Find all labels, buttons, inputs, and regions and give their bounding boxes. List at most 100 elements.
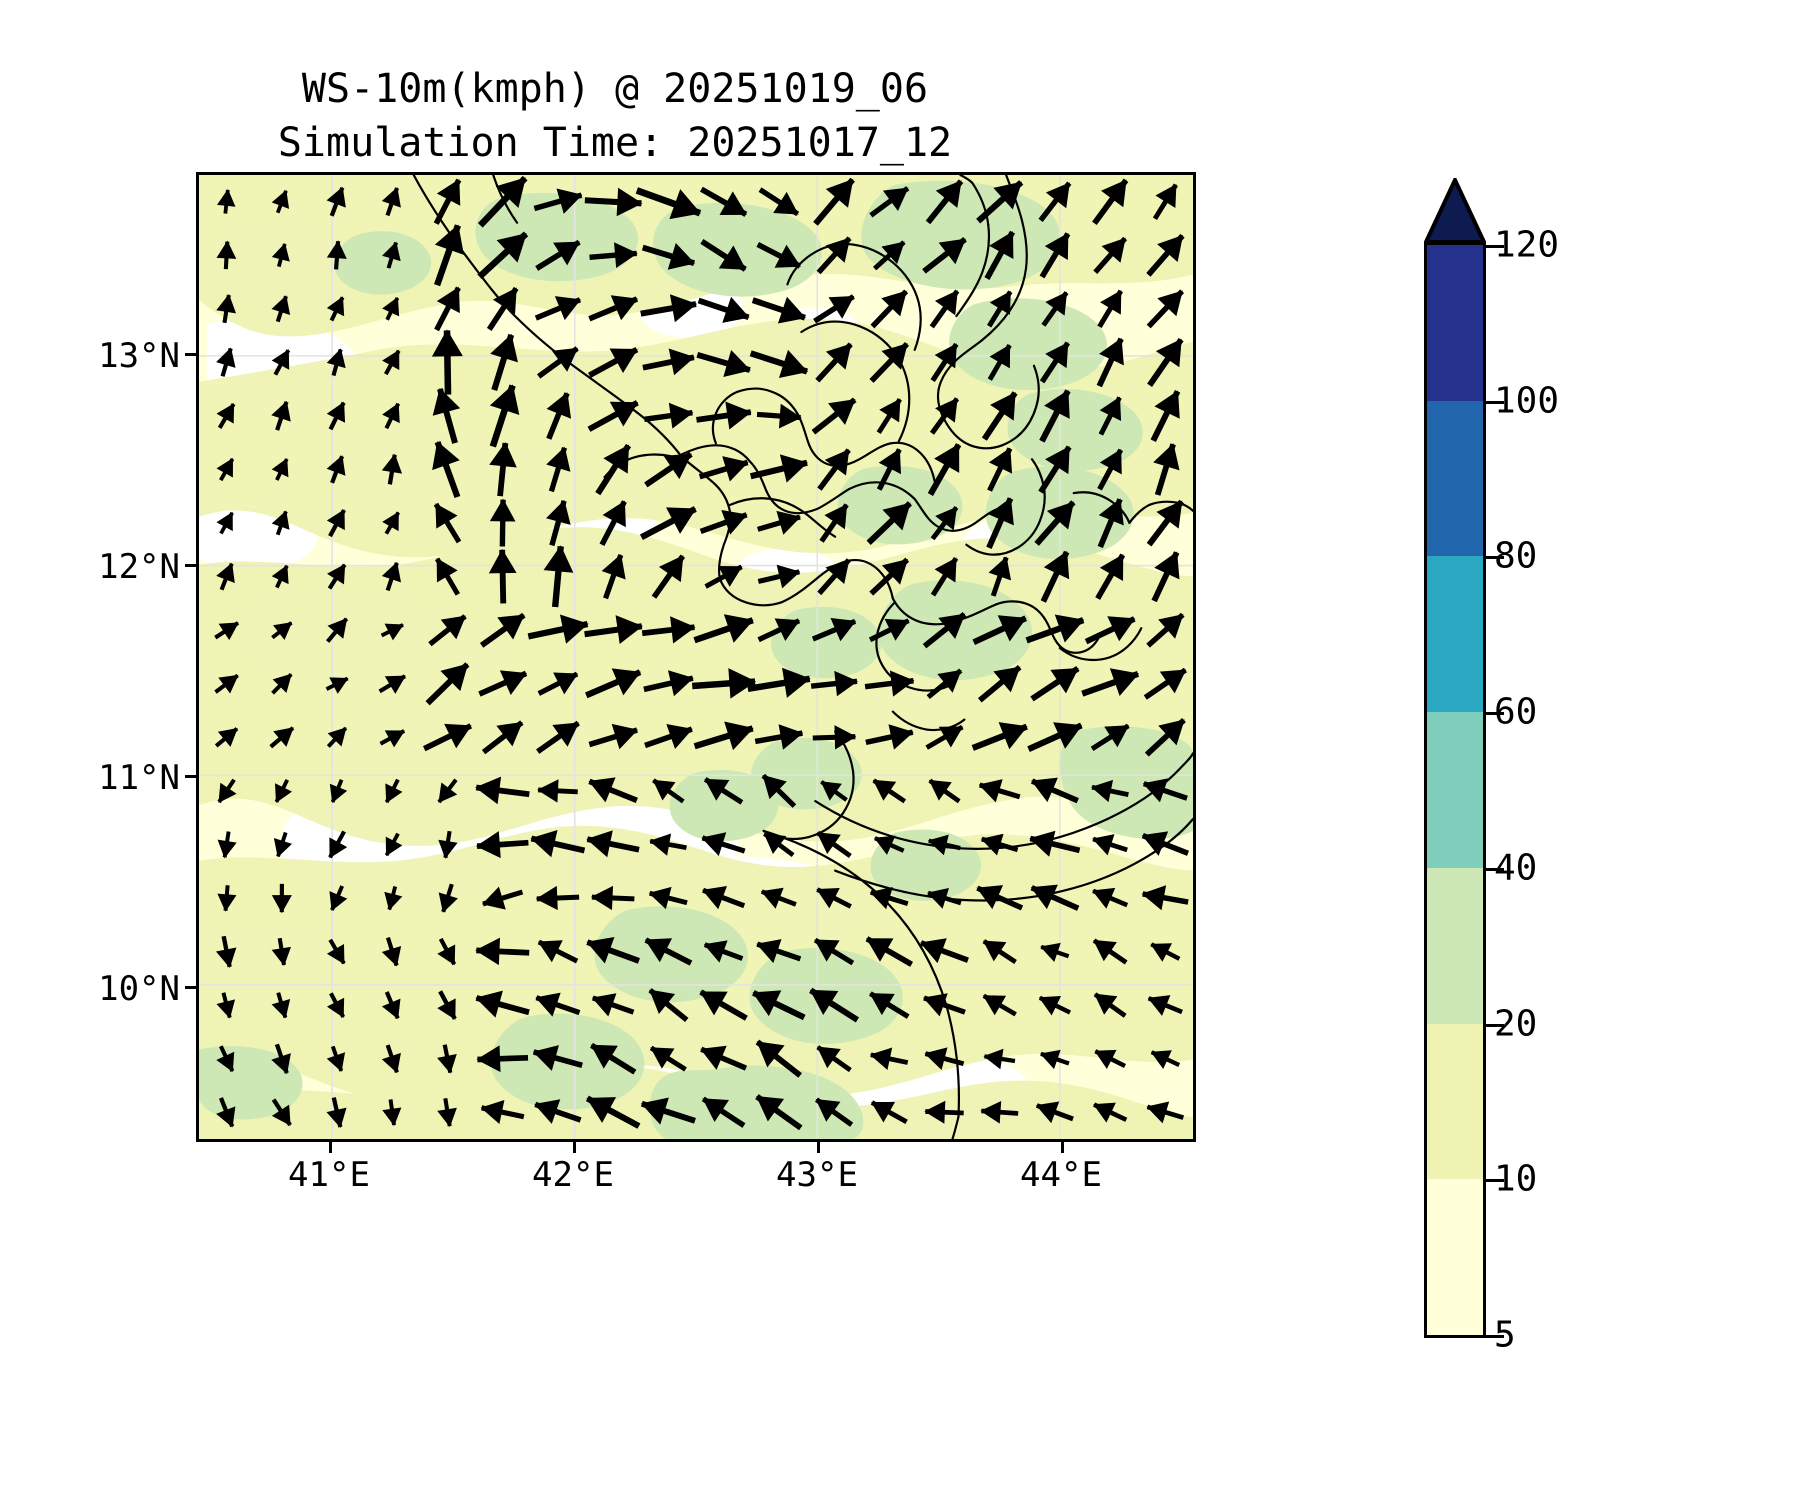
xtick-label-43: 43°E [776, 1155, 858, 1195]
wind-arrow-head [993, 666, 1021, 693]
wind-arrow-head [1101, 179, 1127, 208]
wind-arrow-head [437, 1107, 457, 1128]
wind-arrow-head [776, 564, 801, 589]
colorbar-ticklabel-5: 5 [1494, 1314, 1516, 1356]
wind-arrow-head [983, 940, 1007, 962]
wind-arrow-head [532, 1045, 559, 1071]
colorbar-segment-10-20 [1427, 1023, 1483, 1180]
wind-arrow-head [1094, 993, 1118, 1015]
wind-arrow-head [216, 403, 235, 424]
wind-arrow-head [825, 237, 851, 263]
wind-arrow-head [1141, 885, 1167, 911]
wind-arrow-head [825, 343, 852, 370]
wind-arrow-head [614, 242, 638, 269]
wind-arrow-head [814, 939, 840, 962]
wind-arrow-head [718, 566, 743, 587]
wind-arrow-head [602, 500, 626, 528]
wind-arrow-head [924, 1100, 946, 1124]
wind-arrow-head [615, 615, 643, 645]
wind-arrow-head [1142, 778, 1169, 803]
colorbar-segment-60-80 [1427, 556, 1483, 713]
wind-arrow-head [1156, 500, 1183, 529]
wind-arrow-head [816, 832, 841, 855]
wind-arrow-head [1099, 554, 1124, 582]
wind-arrow-head [601, 554, 626, 580]
wind-arrow-head [756, 939, 782, 964]
wind-arrow-head [217, 893, 237, 912]
wind-arrow-head [824, 449, 850, 476]
wind-arrow-head [216, 999, 236, 1019]
xtick-mark-44 [1061, 1142, 1064, 1153]
wind-arrow-head [701, 832, 727, 857]
wind-arrow-head [1107, 616, 1136, 642]
ytick-mark-11 [185, 775, 196, 778]
wind-arrow-head [1045, 182, 1070, 209]
wind-arrow-head [938, 238, 966, 265]
wind-arrow-head [980, 1101, 1002, 1124]
wind-arrow-head [670, 616, 696, 644]
wind-arrow-head [488, 548, 517, 574]
wind-arrow-head [1150, 943, 1173, 962]
wind-arrow-head [497, 614, 525, 640]
wind-arrow-head [611, 723, 639, 750]
wind-arrow-head [381, 945, 402, 967]
wind-arrow-head [927, 834, 949, 856]
wind-arrow-head [938, 726, 964, 748]
wind-arrow-head [882, 502, 911, 531]
colorbar-extend-arrow [1424, 178, 1486, 244]
wind-arrow-head [609, 401, 639, 427]
wind-arrow-head [271, 999, 291, 1019]
colorbar-tickmark-40 [1486, 867, 1504, 871]
wind-arrow-head [935, 397, 958, 423]
wind-arrow-head [666, 507, 697, 534]
wind-arrow-head [1050, 667, 1079, 694]
wind-arrow-head [1147, 995, 1171, 1016]
wind-arrow-head [881, 559, 908, 585]
colorbar-ticklabel-60: 60 [1494, 691, 1538, 733]
xtick-label-42: 42°E [532, 1155, 614, 1195]
wind-arrow-head [537, 940, 563, 963]
wind-arrow-head [763, 833, 787, 854]
colorbar-tickmark-20 [1486, 1023, 1504, 1027]
wind-arrow-head [327, 727, 347, 747]
wind-arrow-head [1099, 337, 1124, 366]
wind-arrow-head [1154, 551, 1180, 580]
wind-arrow-head [382, 511, 399, 532]
colorbar-segment-5-10 [1427, 1179, 1483, 1335]
wind-arrow-head [760, 887, 784, 909]
wind-arrow-head [988, 447, 1013, 474]
wind-arrow-head [384, 623, 404, 641]
wind-arrow-head [1098, 498, 1124, 526]
colorbar-ticklabel-100: 100 [1494, 380, 1560, 422]
wind-arrow-head [722, 456, 749, 482]
wind-arrow-head [381, 187, 401, 208]
wind-arrow-head [556, 188, 583, 214]
colorbar-tickmark-10 [1486, 1179, 1504, 1183]
wind-vector-arrows [214, 175, 1190, 1131]
map-gridlines [199, 175, 1193, 1139]
wind-arrow-head [554, 296, 581, 321]
wind-arrow-head [559, 614, 589, 644]
wind-arrow-head [699, 991, 728, 1016]
colorbar-segment-40-60 [1427, 712, 1483, 868]
wind-arrow-head [724, 721, 754, 751]
wind-arrow-head [381, 998, 401, 1020]
wind-arrow-head [778, 403, 802, 429]
wind-arrow-head [271, 946, 292, 966]
wind-arrow-head [869, 1047, 893, 1070]
wind-arrow-head [1031, 777, 1058, 803]
wind-arrow-head [756, 1041, 785, 1068]
wind-arrow-head [934, 557, 957, 583]
wind-arrow-head [828, 296, 855, 319]
wind-arrow-head [889, 670, 915, 697]
wind-arrow-head [778, 724, 804, 750]
wind-arrow-head [271, 895, 292, 914]
wind-arrow-head [879, 398, 901, 423]
wind-arrow-head [475, 937, 501, 966]
wind-arrow-head [702, 1098, 729, 1122]
wind-arrow-head [326, 240, 347, 259]
wind-arrow-head [1099, 448, 1122, 475]
wind-arrow-head [434, 224, 464, 255]
wind-arrow-head [989, 344, 1011, 369]
wind-arrow-head [384, 891, 403, 911]
